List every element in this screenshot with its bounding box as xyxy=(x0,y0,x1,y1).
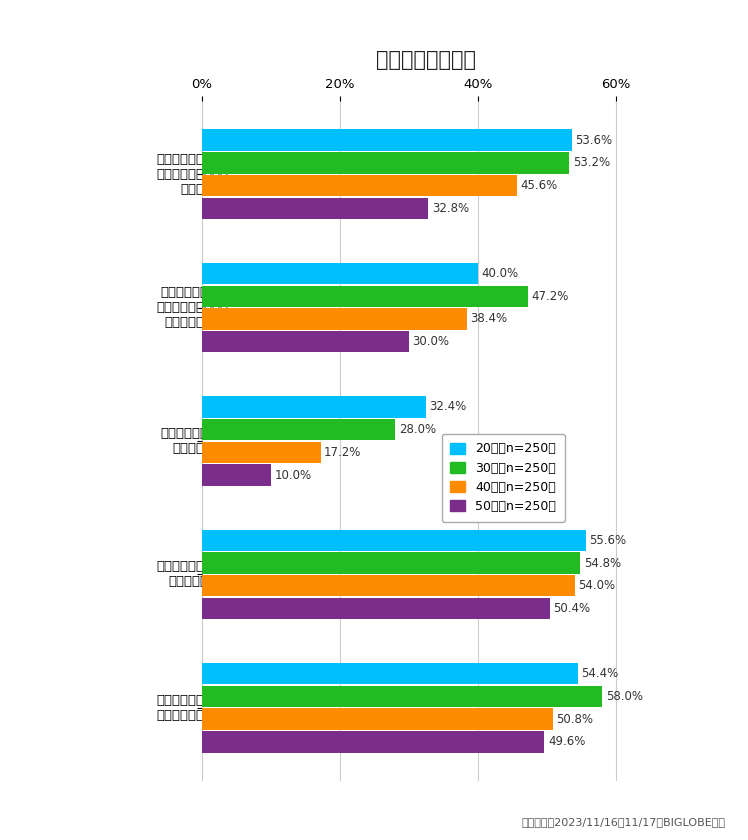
Bar xyxy=(202,442,321,463)
Text: 53.6%: 53.6% xyxy=(575,134,613,147)
Text: 10.0%: 10.0% xyxy=(275,469,312,481)
Text: 53.2%: 53.2% xyxy=(573,156,610,170)
Text: 38.4%: 38.4% xyxy=(470,312,508,325)
Text: 調査期間：2023/11/16～11/17　BIGLOBE調べ: 調査期間：2023/11/16～11/17 BIGLOBE調べ xyxy=(521,817,726,827)
Bar xyxy=(202,465,271,486)
Bar xyxy=(202,197,429,219)
Bar xyxy=(202,530,586,551)
Bar xyxy=(202,129,572,151)
Bar xyxy=(202,308,467,329)
Legend: 20代（n=250）, 30代（n=250）, 40代（n=250）, 50代（n=250）: 20代（n=250）, 30代（n=250）, 40代（n=250）, 50代（… xyxy=(441,433,565,522)
Text: 30.0%: 30.0% xyxy=(413,335,450,348)
Text: 54.0%: 54.0% xyxy=(578,580,616,592)
Text: 58.0%: 58.0% xyxy=(606,690,643,703)
Bar xyxy=(202,575,574,596)
Text: 17.2%: 17.2% xyxy=(324,446,361,459)
Bar xyxy=(202,685,602,707)
Text: 50.8%: 50.8% xyxy=(557,712,593,726)
Bar xyxy=(202,152,569,174)
Bar xyxy=(202,175,517,197)
Text: 49.6%: 49.6% xyxy=(548,735,585,748)
Bar xyxy=(202,286,528,307)
Bar xyxy=(202,598,550,619)
Text: 40.0%: 40.0% xyxy=(482,267,518,280)
Text: 47.2%: 47.2% xyxy=(531,290,568,302)
Text: 54.4%: 54.4% xyxy=(581,667,619,680)
Text: 45.6%: 45.6% xyxy=(521,179,557,192)
Bar xyxy=(202,731,545,753)
Bar xyxy=(202,331,409,352)
Bar xyxy=(202,553,580,574)
Text: 28.0%: 28.0% xyxy=(399,423,436,436)
Title: クリスマスの予定: クリスマスの予定 xyxy=(376,50,476,70)
Text: 55.6%: 55.6% xyxy=(589,534,626,547)
Text: 32.4%: 32.4% xyxy=(429,401,466,413)
Bar xyxy=(202,263,478,284)
Bar xyxy=(202,663,577,685)
Bar xyxy=(202,396,426,417)
Text: 50.4%: 50.4% xyxy=(554,602,590,615)
Bar xyxy=(202,419,395,440)
Text: 54.8%: 54.8% xyxy=(583,557,621,570)
Text: 32.8%: 32.8% xyxy=(432,202,469,215)
Bar xyxy=(202,708,553,730)
